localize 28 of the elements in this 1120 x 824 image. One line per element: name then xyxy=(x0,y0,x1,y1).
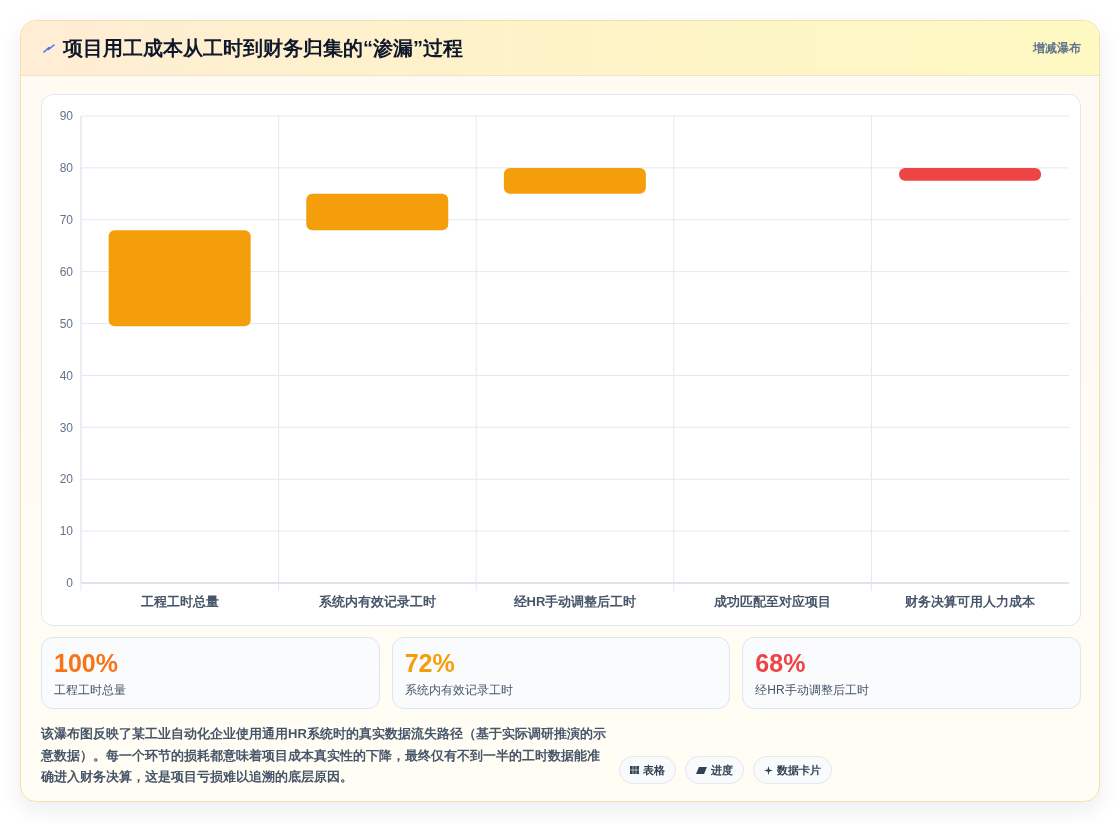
y-tick-label: 70 xyxy=(59,213,74,228)
y-tick-label: 40 xyxy=(59,368,74,383)
stat-card: 100% 工程工时总量 xyxy=(41,637,380,709)
bar xyxy=(306,193,449,231)
chart-title: 项目用工成本从工时到财务归集的“渗漏”过程 xyxy=(63,36,463,61)
x-tick-label: 财务决算可用人力成本 xyxy=(904,594,1037,609)
text: 增减瀑布 xyxy=(1033,40,1081,56)
pill-tag: 进度 xyxy=(685,756,744,784)
x-tick-label: 经HR手动调整后工时 xyxy=(512,594,637,609)
y-tick-label: 10 xyxy=(59,524,74,539)
bar xyxy=(108,230,251,327)
y-tick-label: 30 xyxy=(59,420,74,435)
x-tick-label: 成功匹配至对应项目 xyxy=(713,594,832,609)
x-tick-label: 系统内有效记录工时 xyxy=(317,594,436,609)
y-tick-label: 90 xyxy=(59,109,74,124)
x-tick-label: 工程工时总量 xyxy=(139,594,219,609)
pill-tag: 数据卡片 xyxy=(753,756,832,784)
y-tick-label: 60 xyxy=(59,264,74,279)
y-tick-label: 0 xyxy=(66,576,74,591)
y-tick-label: 50 xyxy=(59,316,74,331)
bar xyxy=(503,167,646,194)
text: 该瀑布图反映了某工业自动化企业使用通用HR系统时的真实数据流失路径（基于实际调研推演的示意数据）。每一个环节的损耗都意味着项目成本真实性的下降，最终仅有不到一半的工时数据能准确进入财务决算，这是项目亏损难以追溯的底层原因。 xyxy=(41,725,607,786)
bar xyxy=(899,167,1042,181)
stat-card: 68% 经HR手动调整后工时 xyxy=(742,637,1081,709)
stat-card: 72% 系统内有效记录工时 xyxy=(391,637,731,709)
y-tick-label: 20 xyxy=(59,472,74,487)
y-tick-label: 80 xyxy=(59,161,74,176)
pill-tag: 表格 xyxy=(619,756,676,784)
